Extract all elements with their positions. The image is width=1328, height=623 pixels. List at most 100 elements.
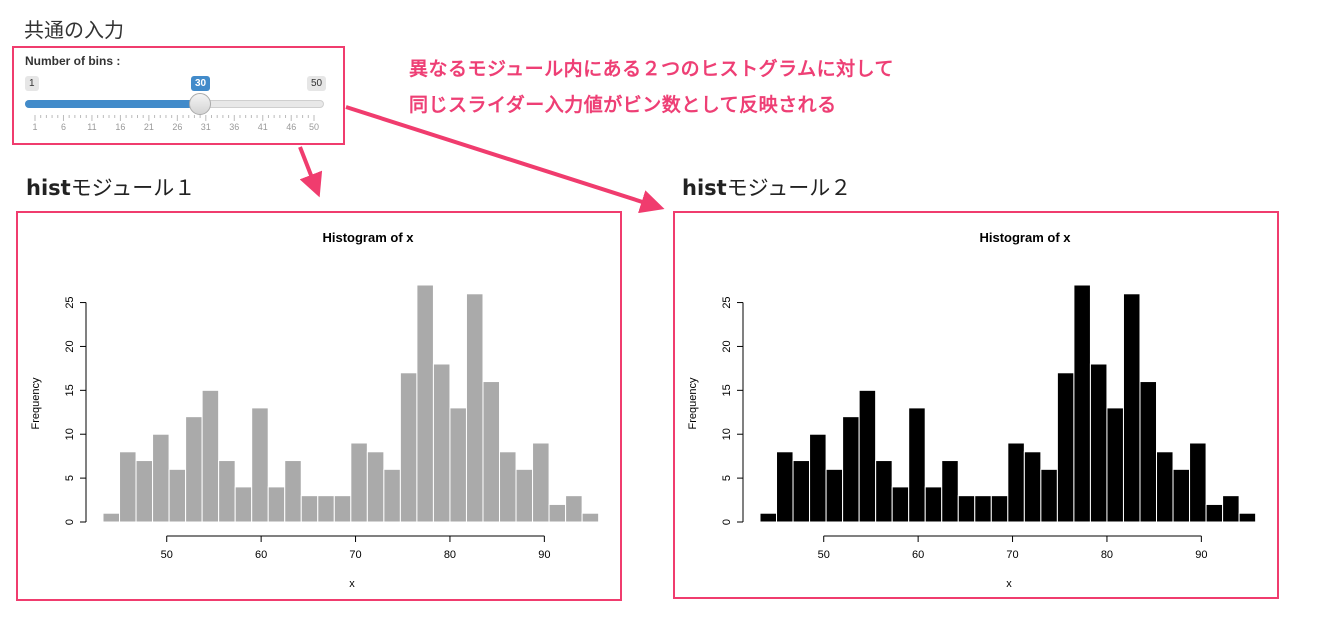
x-tick-label: 60 (255, 549, 267, 561)
slider-value-label: 30 (191, 76, 211, 91)
histogram-bar (1122, 293, 1141, 523)
y-tick-label: 0 (64, 519, 76, 525)
histogram-bar (119, 451, 137, 523)
histogram-bar (776, 451, 794, 523)
histogram-bar (1189, 442, 1207, 523)
annotation-line-2: 同じスライダー入力値がビン数として反映される (409, 94, 837, 116)
histogram-bar (102, 512, 121, 523)
slider-tick-label: 26 (172, 122, 182, 132)
histogram-bar (924, 486, 943, 523)
slider-tick-label: 31 (201, 122, 211, 132)
histogram-bar (1073, 284, 1091, 523)
y-tick-label: 5 (64, 475, 76, 481)
slider-label: Number of bins : (25, 54, 121, 68)
histogram-bar (152, 433, 170, 523)
y-tick-label: 20 (64, 340, 76, 352)
slider-tick-label: 6 (61, 122, 66, 132)
slider-handle[interactable] (189, 93, 212, 115)
histogram-bar (234, 486, 253, 523)
histogram-bar (941, 460, 959, 523)
histogram-bar (333, 495, 352, 523)
y-tick-label: 0 (721, 519, 733, 525)
slider-tick-label: 46 (286, 122, 296, 132)
histogram-bar (1007, 442, 1025, 523)
x-tick-label: 80 (1101, 549, 1113, 561)
histogram-bar (383, 468, 401, 523)
histogram-bar (201, 389, 220, 523)
histogram-bar (499, 451, 517, 523)
histogram-bar (825, 468, 844, 523)
module-2-heading: histモジュール２ (682, 176, 852, 200)
histogram-bar (1222, 495, 1240, 523)
annotation-line-1: 異なるモジュール内にある２つのヒストグラムに対して (409, 58, 895, 80)
histogram-bar (1089, 363, 1108, 523)
histogram-bar (251, 407, 269, 523)
histogram-module-2: Histogram of x 0 5 10 15 20 25 50 60 70 80 90 x Frequ… (687, 230, 1257, 590)
histogram-bar (809, 433, 827, 523)
histogram-bar (1156, 451, 1174, 523)
x-tick-label: 90 (1195, 549, 1207, 561)
histogram-bar (1238, 512, 1257, 523)
y-tick-label: 5 (721, 475, 733, 481)
histogram-bar (908, 407, 926, 523)
histogram-bar (565, 495, 583, 523)
histogram-bar (957, 495, 976, 523)
histogram-bar (350, 442, 368, 523)
y-axis-label: Frequency (687, 377, 699, 429)
y-tick-label: 10 (64, 428, 76, 440)
histogram-bar (416, 284, 434, 523)
histogram-bar (792, 460, 811, 523)
histogram-module-1: Histogram of x 0 5 10 15 20 25 50 60 70 80 90 x Frequ… (30, 230, 600, 590)
histogram-bar (317, 495, 335, 523)
histogram-bar (168, 468, 187, 523)
histogram-bar (185, 416, 203, 523)
histogram-bar (218, 460, 236, 523)
x-axis-label: x (349, 578, 355, 590)
x-tick-label: 70 (1006, 549, 1018, 561)
y-tick-label: 25 (64, 296, 76, 308)
x-tick-label: 50 (161, 549, 173, 561)
slider-tick-label: 16 (115, 122, 125, 132)
arrow-to-module-1 (298, 146, 323, 198)
x-tick-label: 90 (538, 549, 550, 561)
histogram-bar (465, 293, 484, 523)
histogram-bar (432, 363, 451, 523)
histogram-bar (842, 416, 860, 523)
histogram-bar (1040, 468, 1058, 523)
arrow-to-module-2 (345, 105, 665, 214)
histogram-bar (1205, 503, 1224, 523)
histogram-bar (581, 512, 600, 523)
histogram-bar (449, 407, 467, 523)
histogram-bar (759, 512, 778, 523)
histogram-bar (990, 495, 1009, 523)
chart-title: Histogram of x (979, 230, 1071, 245)
y-tick-label: 20 (721, 340, 733, 352)
slider-tick-label: 41 (258, 122, 268, 132)
histogram-bar (974, 495, 992, 523)
x-tick-label: 60 (912, 549, 924, 561)
x-tick-label: 50 (818, 549, 830, 561)
histogram-bar (1139, 381, 1158, 523)
slider-fill (25, 100, 201, 108)
histogram-bar (532, 442, 550, 523)
x-axis-label: x (1006, 578, 1012, 590)
slider-tick-label: 1 (32, 122, 37, 132)
y-axis-label: Frequency (30, 377, 42, 429)
y-tick-label: 25 (721, 296, 733, 308)
histogram-bar (891, 486, 910, 523)
histogram-bar (858, 389, 877, 523)
slider-tick-label: 11 (87, 122, 96, 132)
module-2-box (673, 211, 1279, 599)
x-tick-label: 80 (444, 549, 456, 561)
slider-tick-label: 36 (229, 122, 239, 132)
slider-tick-label: 21 (144, 122, 154, 132)
histogram-bar (300, 495, 319, 523)
histogram-bar (1172, 468, 1191, 523)
histogram-bar (1023, 451, 1042, 523)
slider-ticks: 1 6 11 16 21 26 31 36 41 46 50 (32, 115, 319, 132)
slider-highlight-box (12, 46, 345, 145)
histogram-bar (515, 468, 534, 523)
y-tick-label: 10 (721, 428, 733, 440)
histogram-bar (875, 460, 893, 523)
